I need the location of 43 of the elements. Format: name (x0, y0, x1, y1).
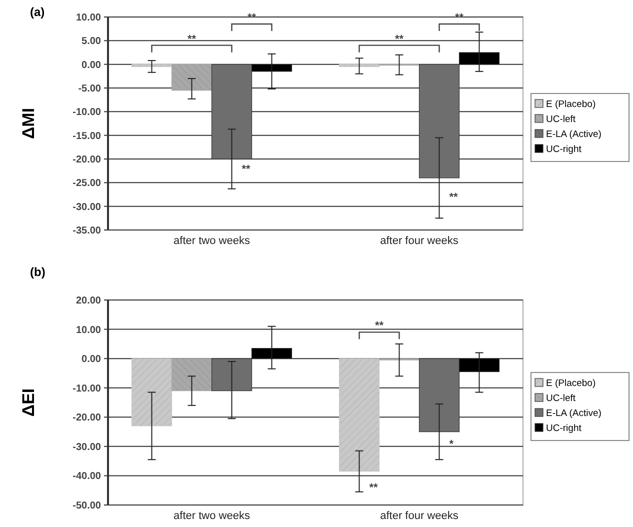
legend-label: E (Placebo) (546, 378, 596, 389)
chart-title: (a) (30, 5, 45, 19)
y-tick-label: -40.00 (72, 471, 102, 482)
y-tick-label: -10.00 (72, 383, 102, 394)
y-tick-label: -15.00 (72, 130, 102, 142)
legend-label: E (Placebo) (546, 98, 596, 110)
y-tick-label: 20.00 (76, 296, 102, 306)
x-tick-label: after four weeks (380, 235, 459, 247)
x-tick-label: after four weeks (380, 510, 459, 522)
annotation: * (449, 438, 454, 450)
y-tick-label: 5.00 (82, 36, 102, 48)
y-tick-label: -50.00 (72, 500, 102, 512)
x-tick-label: after two weeks (174, 510, 250, 522)
y-tick-label: -30.00 (72, 442, 102, 453)
legend-label: UC-right (546, 422, 582, 434)
legend-label: UC-right (546, 144, 582, 155)
y-tick-label: -25.00 (72, 178, 102, 190)
legend-label: UC-left (546, 114, 576, 125)
y-tick-label: 10.00 (76, 324, 102, 336)
annotation: ** (454, 12, 464, 24)
legend-label: UC-left (546, 392, 576, 404)
annotation: ** (242, 163, 252, 176)
legend-label: E-LA (Active) (546, 408, 602, 419)
y-tick-label: 0.00 (82, 60, 102, 71)
y-tick-label: 10.00 (76, 12, 102, 24)
annotation: ** (187, 33, 197, 46)
y-axis-title: ΔEI (19, 388, 38, 417)
y-tick-label: -10.00 (72, 107, 102, 118)
annotation: ** (449, 192, 459, 204)
x-tick-label: after two weeks (174, 235, 250, 247)
annotation: ** (374, 320, 384, 332)
annotation: ** (369, 482, 379, 494)
y-axis-title: ΔMI (19, 108, 38, 140)
annotation: ** (247, 12, 257, 24)
annotation: ** (394, 33, 404, 46)
chart-title: (b) (30, 265, 46, 279)
y-tick-label: -35.00 (72, 226, 102, 236)
y-tick-label: 0.00 (82, 354, 102, 366)
legend-label: E-LA (Active) (546, 128, 602, 140)
y-tick-label: -20.00 (72, 412, 102, 424)
y-tick-label: -5.00 (78, 84, 102, 94)
y-tick-label: -20.00 (72, 154, 102, 166)
y-tick-label: -30.00 (72, 202, 102, 213)
